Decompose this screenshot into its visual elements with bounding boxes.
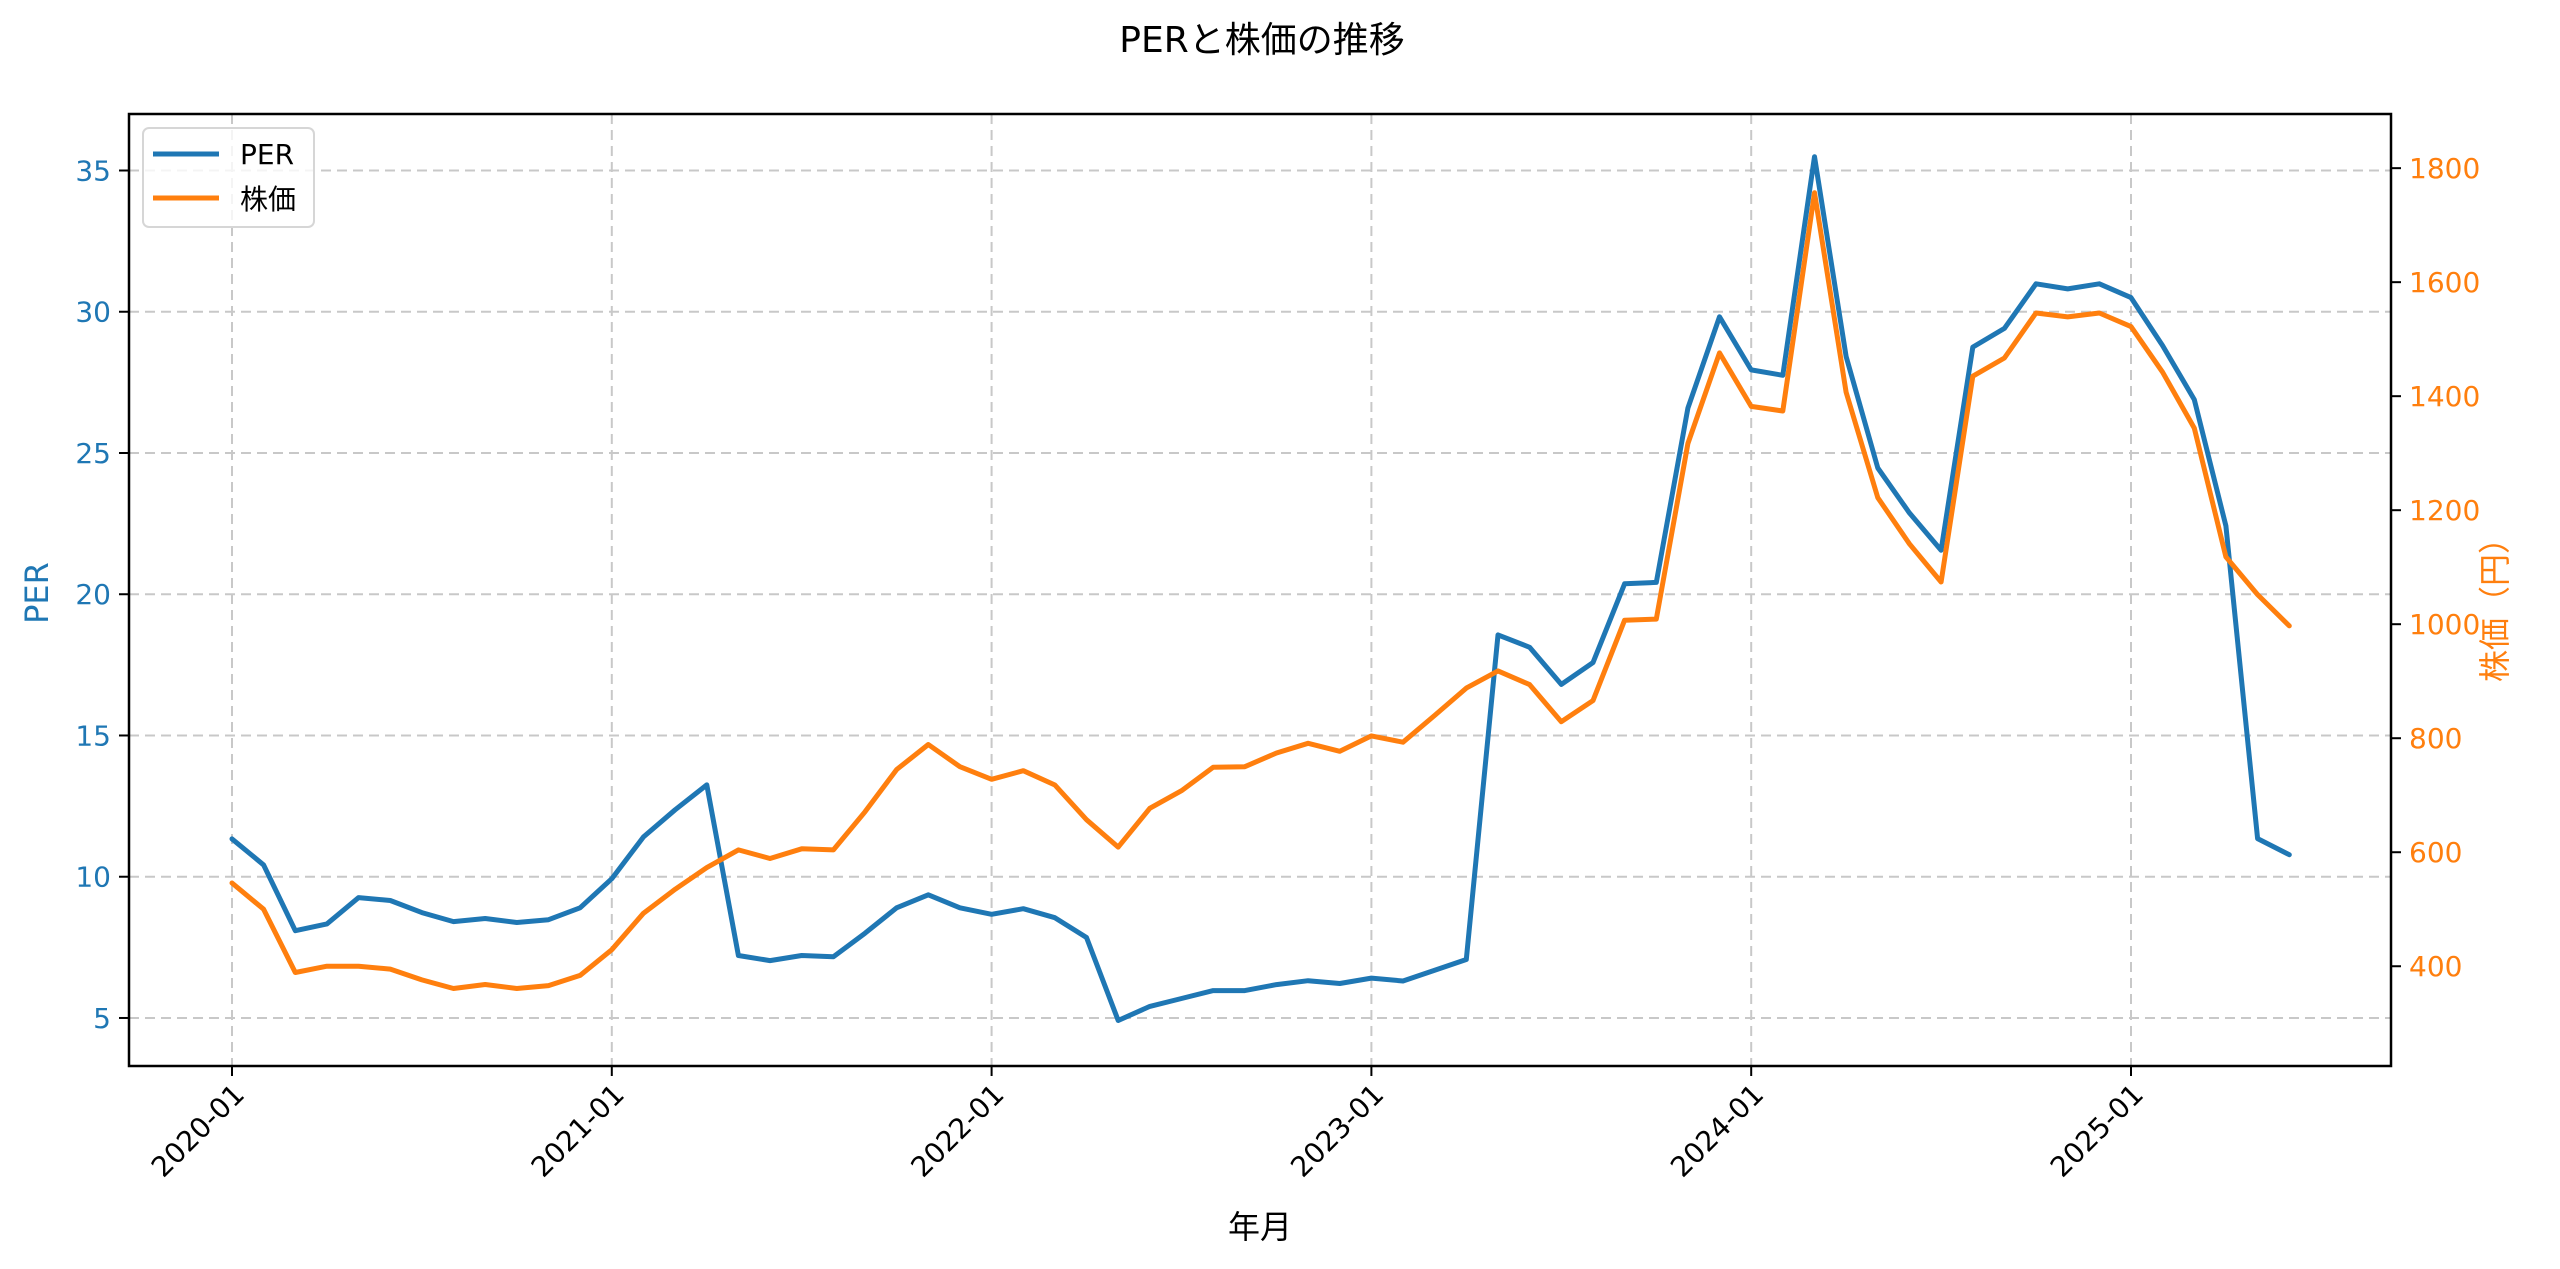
left-y-axis: 5 10 15 20 25 30 35 (75, 154, 129, 1035)
legend: PER 株価 (142, 127, 315, 228)
right-tick-label: 800 (2409, 722, 2462, 755)
right-tick-label: 1400 (2409, 380, 2480, 413)
right-tick-label: 1800 (2409, 152, 2480, 185)
left-axis-label: PER (18, 562, 56, 624)
axes-frame (127, 112, 2393, 1068)
legend-label-per: PER (240, 138, 294, 171)
left-tick-label: 20 (75, 578, 111, 611)
right-tick-label: 1600 (2409, 266, 2480, 299)
x-axis-label: 年月 (1228, 1208, 1292, 1246)
left-tick-label: 5 (93, 1002, 111, 1035)
right-tick-label: 1200 (2409, 494, 2480, 527)
right-tick-label: 600 (2409, 836, 2462, 869)
stock-price-line (229, 190, 2292, 991)
gridlines (129, 114, 2391, 1066)
left-tick-label: 15 (75, 719, 111, 752)
left-tick-label: 10 (75, 861, 111, 894)
left-tick-label: 25 (75, 437, 111, 470)
right-tick-label: 400 (2409, 950, 2462, 983)
right-axis-label: 株価（円） (2476, 522, 2514, 682)
chart-title: PERと株価の推移 (1119, 20, 1404, 61)
legend-label-stock-price: 株価 (240, 183, 296, 216)
right-tick-label: 1000 (2409, 608, 2480, 641)
right-y-axis: 400 600 800 1000 1200 1400 1600 1800 (2391, 152, 2480, 983)
left-tick-label: 35 (75, 154, 111, 187)
plot-area (229, 154, 2292, 1023)
left-tick-label: 30 (75, 296, 111, 329)
per-line (229, 154, 2292, 1023)
